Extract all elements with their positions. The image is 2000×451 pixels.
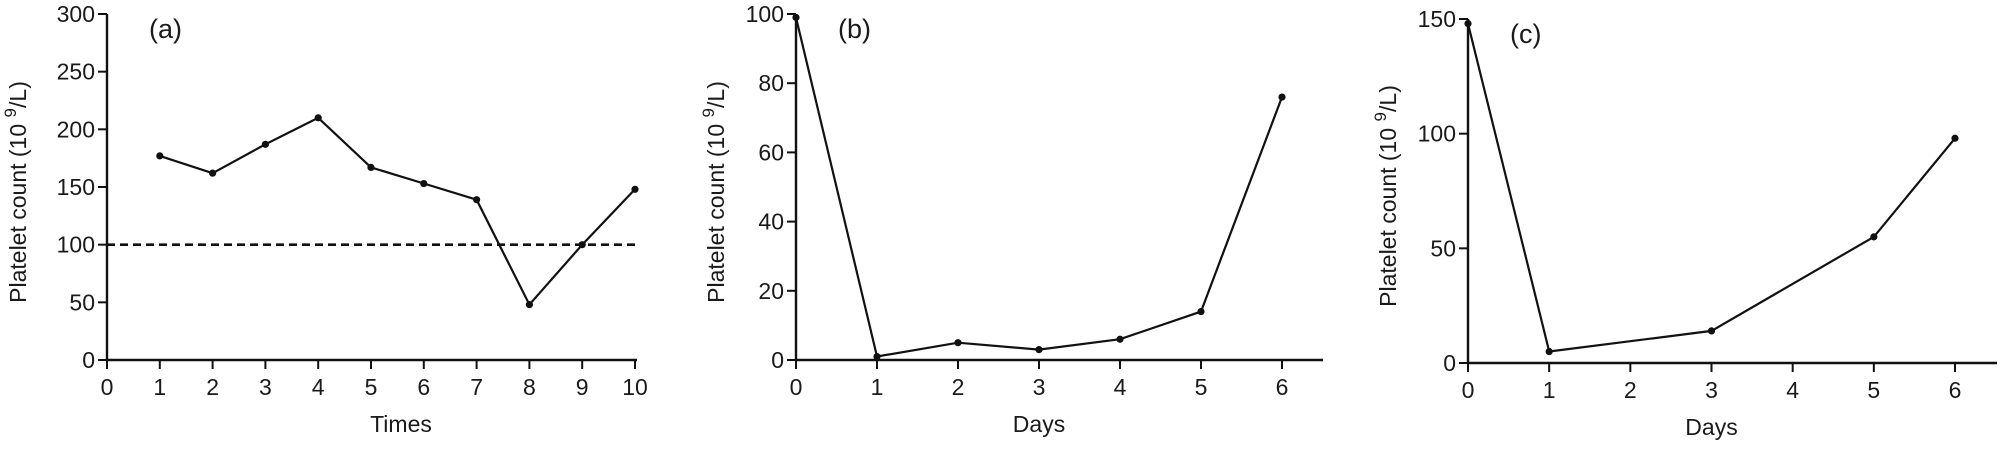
x-tick-label: 9 xyxy=(576,374,589,400)
data-point-marker xyxy=(1464,19,1472,28)
data-line xyxy=(159,116,636,307)
data-point-marker xyxy=(367,163,375,171)
data-point-marker xyxy=(525,301,534,309)
y-tick-label: 50 xyxy=(1430,235,1456,261)
x-tick-label: 4 xyxy=(1114,374,1127,400)
panel-c-chart: 0 50 100 150 0 1 2 3 4 5 6 Days Platelet count (10 9… xyxy=(1371,6,1997,440)
x-tick-label: 2 xyxy=(1624,377,1637,403)
x-tick-label: 3 xyxy=(259,374,272,400)
x-tick-label: 8 xyxy=(523,374,536,400)
y-axis-title: Platelet count (10 9/L) xyxy=(1371,85,1401,307)
panel-label: (a) xyxy=(149,14,182,44)
y-tick-label: 100 xyxy=(57,232,95,258)
panel-label: (c) xyxy=(1510,19,1541,49)
y-tick-label: 150 xyxy=(57,174,95,200)
x-tick-label: 1 xyxy=(153,374,166,400)
data-point-marker xyxy=(578,241,586,249)
panel-b-chart: 0 20 40 60 80 100 0 1 2 3 4 5 6 Days Platelet count (1… xyxy=(699,1,1323,437)
data-point-marker xyxy=(1035,346,1043,354)
x-axis-title: Days xyxy=(1685,414,1737,440)
data-point-marker xyxy=(1870,233,1878,241)
x-tick-label: 2 xyxy=(206,374,219,400)
x-tick-label: 6 xyxy=(417,374,430,400)
data-line xyxy=(794,17,1284,358)
x-tick-label: 0 xyxy=(1462,377,1475,403)
panel-a-chart: 0 50 100 150 200 250 300 0 1 2 3 4 5 6 7 8 9 10 Times Plate… xyxy=(1,1,648,437)
x-axis-title: Times xyxy=(370,411,432,437)
data-point-marker xyxy=(1116,335,1124,343)
x-axis-title: Days xyxy=(1013,411,1065,437)
y-tick-label: 80 xyxy=(758,70,784,96)
x-tick-label: 3 xyxy=(1033,374,1046,400)
y-tick-label: 0 xyxy=(82,347,95,373)
y-axis-title: Platelet count (10 9/L) xyxy=(699,81,729,303)
data-point-marker xyxy=(473,196,481,204)
y-tick-label: 300 xyxy=(57,1,95,27)
x-tick-label: 7 xyxy=(470,374,483,400)
x-tick-label: 2 xyxy=(952,374,965,400)
x-tick-label: 3 xyxy=(1705,377,1718,403)
x-tick-label: 0 xyxy=(790,374,803,400)
y-tick-label: 0 xyxy=(1443,350,1456,376)
panel-label: (b) xyxy=(838,14,871,44)
x-tick-label: 5 xyxy=(1867,377,1880,403)
y-axis-title: Platelet count (10 9/L) xyxy=(1,81,31,303)
data-point-marker xyxy=(1707,327,1716,335)
data-point-marker xyxy=(314,114,322,122)
x-tick-label: 5 xyxy=(365,374,378,400)
data-point-marker xyxy=(1278,93,1286,101)
data-line xyxy=(1466,23,1956,353)
y-tick-label: 100 xyxy=(1418,121,1456,147)
data-point-marker xyxy=(420,179,428,188)
y-tick-label: 40 xyxy=(758,209,784,235)
data-point-marker xyxy=(156,152,164,160)
y-tick-label: 100 xyxy=(746,1,784,27)
data-point-marker xyxy=(1197,307,1205,316)
x-tick-label: 6 xyxy=(1949,377,1962,403)
x-tick-label: 1 xyxy=(1543,377,1556,403)
data-point-marker xyxy=(209,169,217,177)
data-point-marker xyxy=(873,352,881,361)
y-tick-label: 0 xyxy=(771,347,784,373)
y-tick-label: 20 xyxy=(758,278,784,304)
data-point-marker xyxy=(261,140,269,148)
x-tick-label: 0 xyxy=(101,374,114,400)
x-tick-label: 4 xyxy=(1786,377,1799,403)
data-point-marker xyxy=(792,13,800,22)
x-tick-label: 10 xyxy=(622,374,648,400)
y-tick-label: 150 xyxy=(1418,6,1456,32)
x-tick-label: 6 xyxy=(1276,374,1289,400)
x-tick-label: 4 xyxy=(312,374,325,400)
y-tick-label: 200 xyxy=(57,116,95,142)
data-point-marker xyxy=(1951,134,1959,142)
data-point-marker xyxy=(954,339,962,347)
y-tick-label: 250 xyxy=(57,59,95,85)
data-point-marker xyxy=(631,185,639,193)
y-tick-label: 60 xyxy=(758,139,784,165)
x-tick-label: 5 xyxy=(1195,374,1208,400)
x-tick-label: 1 xyxy=(871,374,884,400)
y-tick-label: 50 xyxy=(69,289,95,315)
data-point-marker xyxy=(1545,347,1553,356)
